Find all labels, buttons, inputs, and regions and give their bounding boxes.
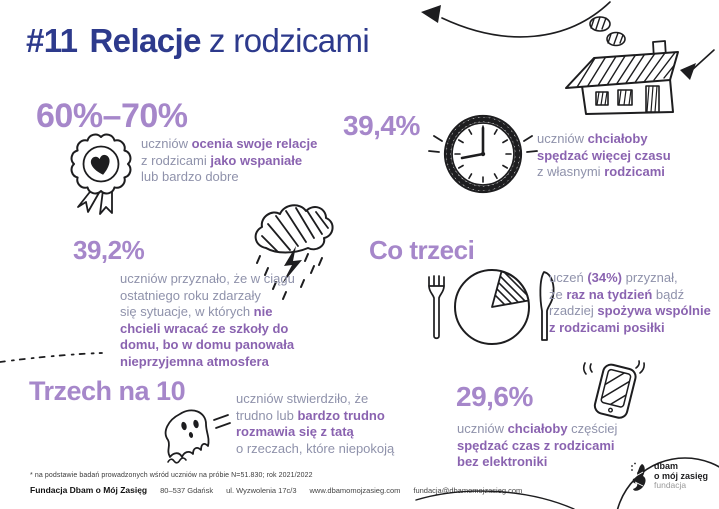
- logo-line2: o mój zasięg: [654, 470, 709, 481]
- title-number: #11: [26, 22, 78, 59]
- stat-description-electronics: uczniów chciałoby częściej spędzać czas z…: [457, 421, 618, 469]
- logo-hand-icon: [631, 462, 646, 491]
- stat-value-talk-to-dad: Trzech na 10: [29, 376, 186, 406]
- house-icon: [565, 16, 679, 115]
- clock-icon: [428, 114, 538, 194]
- stat-description-talk-to-dad: uczniów stwierdziło, że trudno lub bardzo…: [236, 391, 395, 456]
- swoosh-curve-decoration: [415, 490, 575, 509]
- logo-circle-decoration: [616, 457, 719, 509]
- stat-value-meals: Co trzeci: [369, 235, 475, 265]
- footer-email: fundacja@dbamomojzasieg.com: [413, 486, 523, 495]
- logo-wordmark: dbam o mój zasięg fundacja: [654, 461, 709, 491]
- plate-fork-knife-pie-icon: [428, 269, 555, 345]
- footer-info: Fundacja Dbam o Mój Zasięg 80–537 Gdańsk…: [30, 485, 522, 495]
- footnote: * na podstawie badań prowadzonych wśród …: [30, 472, 313, 479]
- stat-description-relations-quality: uczniów ocenia swoje relacje z rodzicami …: [141, 136, 318, 184]
- award-ribbon-heart-icon: [70, 133, 132, 215]
- curved-arrow-icon: [421, 1, 611, 38]
- footer-website: www.dbamomojzasieg.com: [309, 486, 401, 495]
- storm-cloud-lightning-rain-icon: [254, 204, 334, 300]
- stat-value-relations-quality: 60%–70%: [36, 97, 188, 135]
- dashed-line-decoration: [0, 352, 103, 363]
- page-title: #11 Relacje z rodzicami: [26, 22, 370, 60]
- title-rest: z rodzicami: [208, 22, 370, 59]
- logo-line3: fundacja: [654, 480, 687, 490]
- smartphone-icon: [582, 360, 645, 419]
- logo-line1: dbam: [654, 461, 679, 471]
- stat-description-atmosphere: uczniów przyznało, że w ciągu ostatniego …: [120, 271, 295, 369]
- footer-postal: 80–537 Gdańsk: [160, 486, 214, 495]
- title-emphasis: Relacje: [89, 22, 201, 59]
- footer-street: ul. Wyzwolenia 17c/3: [226, 486, 297, 495]
- ghost-icon: [164, 409, 231, 464]
- stat-value-atmosphere: 39,2%: [73, 235, 145, 265]
- stat-description-meals: uczeń (34%) przyznał, że raz na tydzień b…: [549, 270, 711, 335]
- stat-value-more-time: 39,4%: [343, 110, 420, 141]
- footer-organization: Fundacja Dbam o Mój Zasięg: [30, 485, 148, 495]
- small-arrow-icon: [680, 49, 715, 80]
- stat-value-electronics: 29,6%: [456, 381, 533, 412]
- stat-description-more-time: uczniów chciałoby spędzać więcej czasu z w…: [537, 131, 671, 179]
